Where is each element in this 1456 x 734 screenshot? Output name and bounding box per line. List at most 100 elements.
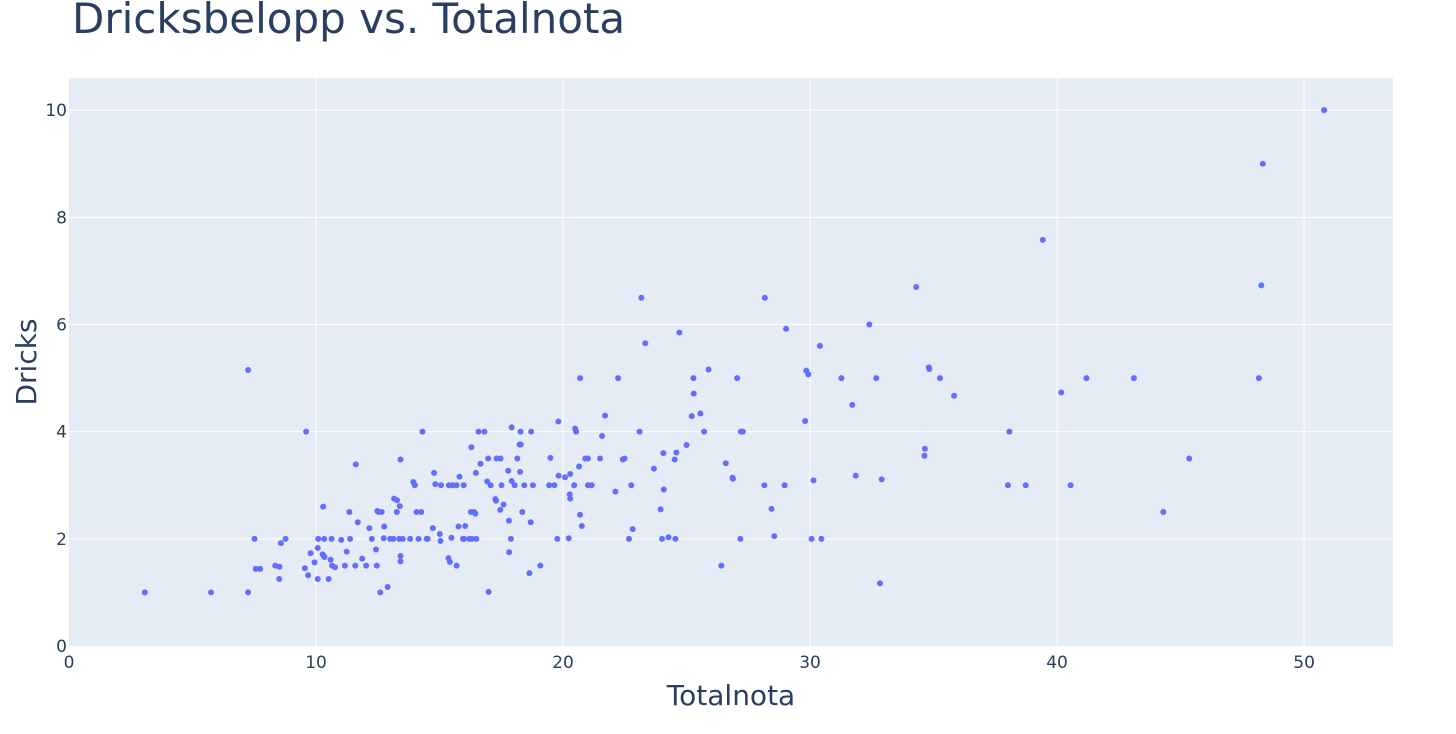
data-point[interactable] bbox=[305, 572, 312, 579]
data-point[interactable] bbox=[1259, 160, 1266, 167]
data-point[interactable] bbox=[808, 535, 815, 542]
data-point[interactable] bbox=[456, 473, 463, 480]
data-point[interactable] bbox=[437, 537, 444, 544]
data-point[interactable] bbox=[642, 340, 649, 347]
data-point[interactable] bbox=[1258, 282, 1265, 289]
data-point[interactable] bbox=[697, 410, 704, 417]
data-point[interactable] bbox=[737, 535, 744, 542]
data-point[interactable] bbox=[468, 444, 475, 451]
data-point[interactable] bbox=[429, 525, 436, 532]
data-point[interactable] bbox=[497, 455, 504, 462]
data-point[interactable] bbox=[487, 482, 494, 489]
data-point[interactable] bbox=[555, 418, 562, 425]
data-point[interactable] bbox=[781, 482, 788, 489]
data-point[interactable] bbox=[448, 534, 455, 541]
data-point[interactable] bbox=[506, 549, 513, 556]
data-point[interactable] bbox=[571, 482, 578, 489]
data-point[interactable] bbox=[526, 570, 533, 577]
data-point[interactable] bbox=[1255, 375, 1262, 382]
data-point[interactable] bbox=[838, 375, 845, 382]
data-point[interactable] bbox=[577, 375, 584, 382]
data-point[interactable] bbox=[1083, 375, 1090, 382]
data-point[interactable] bbox=[472, 510, 479, 517]
data-point[interactable] bbox=[805, 371, 812, 378]
data-point[interactable] bbox=[573, 428, 580, 435]
data-point[interactable] bbox=[625, 535, 632, 542]
data-point[interactable] bbox=[562, 474, 569, 481]
data-point[interactable] bbox=[722, 460, 729, 467]
data-point[interactable] bbox=[461, 535, 468, 542]
data-point[interactable] bbox=[659, 535, 666, 542]
data-point[interactable] bbox=[514, 455, 521, 462]
data-point[interactable] bbox=[508, 424, 515, 431]
data-point[interactable] bbox=[475, 428, 482, 435]
data-point[interactable] bbox=[311, 559, 318, 566]
data-point[interactable] bbox=[468, 535, 475, 542]
data-point[interactable] bbox=[252, 565, 259, 572]
data-point[interactable] bbox=[282, 535, 289, 542]
data-point[interactable] bbox=[537, 562, 544, 569]
data-point[interactable] bbox=[519, 509, 526, 516]
data-point[interactable] bbox=[419, 428, 426, 435]
data-point[interactable] bbox=[810, 477, 817, 484]
data-point[interactable] bbox=[432, 481, 439, 488]
data-point[interactable] bbox=[321, 554, 328, 561]
data-point[interactable] bbox=[257, 565, 264, 572]
data-point[interactable] bbox=[584, 455, 591, 462]
data-point[interactable] bbox=[438, 482, 445, 489]
data-point[interactable] bbox=[332, 564, 339, 571]
data-point[interactable] bbox=[315, 535, 322, 542]
data-point[interactable] bbox=[415, 535, 422, 542]
data-point[interactable] bbox=[251, 535, 258, 542]
data-point[interactable] bbox=[876, 580, 883, 587]
data-point[interactable] bbox=[529, 482, 536, 489]
data-point[interactable] bbox=[359, 555, 366, 562]
data-point[interactable] bbox=[413, 509, 420, 516]
data-point[interactable] bbox=[1022, 482, 1029, 489]
data-point[interactable] bbox=[307, 550, 314, 557]
data-point[interactable] bbox=[508, 477, 515, 484]
data-point[interactable] bbox=[378, 509, 385, 516]
data-point[interactable] bbox=[498, 482, 505, 489]
data-point[interactable] bbox=[245, 589, 252, 596]
data-point[interactable] bbox=[818, 535, 825, 542]
data-point[interactable] bbox=[657, 506, 664, 513]
data-point[interactable] bbox=[551, 482, 558, 489]
data-point[interactable] bbox=[377, 589, 384, 596]
data-point[interactable] bbox=[346, 509, 353, 516]
data-point[interactable] bbox=[615, 375, 622, 382]
data-point[interactable] bbox=[567, 470, 574, 477]
data-point[interactable] bbox=[565, 535, 572, 542]
data-point[interactable] bbox=[660, 450, 667, 457]
data-point[interactable] bbox=[462, 522, 469, 529]
data-point[interactable] bbox=[472, 469, 479, 476]
data-point[interactable] bbox=[629, 526, 636, 533]
data-point[interactable] bbox=[493, 497, 500, 504]
data-point[interactable] bbox=[460, 482, 467, 489]
data-point[interactable] bbox=[505, 467, 512, 474]
data-point[interactable] bbox=[1058, 389, 1065, 396]
data-point[interactable] bbox=[321, 535, 328, 542]
data-point[interactable] bbox=[921, 452, 928, 459]
data-point[interactable] bbox=[546, 482, 553, 489]
data-point[interactable] bbox=[473, 535, 480, 542]
data-point[interactable] bbox=[621, 455, 628, 462]
data-point[interactable] bbox=[690, 375, 697, 382]
data-point[interactable] bbox=[380, 535, 387, 542]
data-point[interactable] bbox=[683, 442, 690, 449]
data-point[interactable] bbox=[528, 428, 535, 435]
data-point[interactable] bbox=[390, 535, 397, 542]
data-point[interactable] bbox=[373, 546, 380, 553]
data-point[interactable] bbox=[673, 449, 680, 456]
data-point[interactable] bbox=[399, 535, 406, 542]
data-point[interactable] bbox=[485, 455, 492, 462]
data-point[interactable] bbox=[951, 392, 958, 399]
data-point[interactable] bbox=[141, 589, 148, 596]
data-point[interactable] bbox=[477, 460, 484, 467]
data-point[interactable] bbox=[453, 562, 460, 569]
data-point[interactable] bbox=[1004, 482, 1011, 489]
data-point[interactable] bbox=[303, 428, 310, 435]
data-point[interactable] bbox=[208, 589, 215, 596]
data-point[interactable] bbox=[588, 482, 595, 489]
data-point[interactable] bbox=[394, 497, 401, 504]
